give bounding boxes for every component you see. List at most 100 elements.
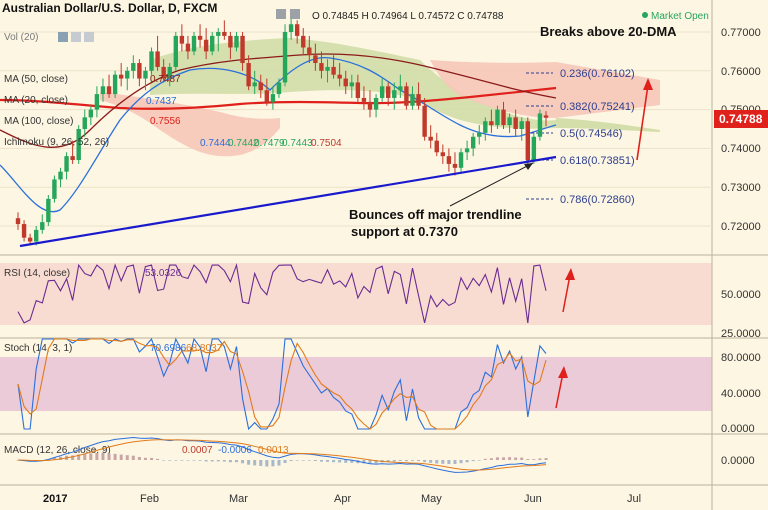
annotation-line-2: support at 0.7370	[351, 224, 458, 239]
candle-body	[143, 70, 148, 79]
candle-body	[495, 109, 500, 126]
macd-histogram-bar	[113, 453, 117, 460]
legend-ma20: MA (20, close)	[4, 95, 68, 106]
candle-body	[234, 35, 239, 48]
candle-body	[82, 117, 87, 129]
macd-histogram-bar	[295, 460, 299, 461]
macd-histogram-bar	[247, 460, 251, 465]
macd-histogram-bar	[241, 460, 245, 464]
macd-histogram-bar	[514, 457, 518, 460]
candle-body	[410, 94, 415, 106]
time-tick: Apr	[334, 493, 351, 505]
candle-body	[27, 237, 33, 242]
macd-histogram-bar	[307, 460, 311, 461]
candle-body	[246, 63, 251, 87]
stoch-tick: 40.0000	[721, 388, 761, 400]
candle-body	[531, 136, 537, 161]
candle-body	[125, 70, 130, 79]
candle-body	[464, 148, 470, 153]
macd-histogram-bar	[544, 458, 548, 460]
macd-histogram-bar	[508, 457, 512, 460]
macd-histogram-bar	[228, 460, 232, 463]
candle-body	[282, 32, 288, 83]
macd-histogram-bar	[332, 460, 336, 463]
candle-body	[373, 97, 379, 110]
candle-body	[137, 63, 142, 79]
legend-ichimoku-value: 0.7443	[282, 138, 313, 149]
macd-histogram-bar	[83, 453, 87, 460]
macd-histogram-bar	[168, 460, 172, 461]
rsi-line	[17, 262, 547, 324]
stoch-band	[0, 357, 712, 411]
current-price-value: 0.74788	[719, 112, 763, 126]
macd-histogram-bar	[210, 460, 214, 462]
legend-ichimoku-value: 0.7444	[200, 138, 231, 149]
macd-histogram-bar	[495, 457, 499, 460]
macd-histogram-bar	[538, 458, 542, 460]
fib-label-0786: 0.786(0.72860)	[560, 194, 635, 206]
legend-ma100-value: 0.7556	[150, 116, 181, 127]
candle-body	[452, 163, 458, 168]
chart-header: Australian Dollar/U.S. Dollar, D, FXCM O…	[2, 1, 709, 39]
ichimoku-cloud-bullish-future	[556, 118, 660, 132]
annotation-pointer	[449, 162, 534, 207]
legend-ichimoku-value: 0.7442	[228, 138, 259, 149]
legend-toggle[interactable]	[84, 32, 94, 42]
time-tick: Jun	[524, 493, 542, 505]
header-button[interactable]	[276, 9, 286, 19]
candle-body	[216, 32, 221, 36]
candle-body	[264, 90, 270, 102]
candle-body	[440, 152, 446, 157]
candle-body	[118, 74, 124, 79]
legend-ichimoku-value: 0.7504	[311, 138, 342, 149]
annotation-line-1: Bounces off major trendline	[349, 207, 522, 222]
price-up-arrow	[636, 84, 649, 161]
candle-body	[100, 86, 106, 95]
candle-body	[179, 35, 185, 44]
macd-histogram-bar	[150, 457, 154, 460]
candle-body	[58, 171, 63, 180]
annotation-pointer-head	[524, 163, 533, 170]
legend-toggle[interactable]	[58, 32, 68, 42]
candle-body	[416, 94, 421, 106]
macd-histogram-bar	[477, 460, 481, 461]
rsi-band	[0, 263, 712, 325]
macd-histogram-bar	[338, 460, 342, 463]
candle-body	[398, 86, 403, 91]
candle-body	[379, 86, 385, 98]
time-tick: Mar	[229, 493, 248, 505]
stoch-k-line	[17, 337, 547, 431]
macd-histogram-bar	[162, 460, 166, 461]
macd-histogram-bar	[483, 458, 487, 460]
macd-histogram-bar	[423, 460, 427, 463]
price-tick: 0.74000	[721, 143, 761, 155]
rsi-value: 53.0326	[145, 268, 182, 279]
candle-body	[294, 24, 300, 36]
indicator-legend: Vol (20) MA (50, close) 0.7487 MA (20, c…	[4, 32, 342, 149]
fib-label-0382: 0.382(0.75241)	[560, 101, 635, 113]
macd-histogram-bar	[374, 460, 378, 464]
header-button[interactable]	[290, 9, 300, 19]
macd-histogram-bar	[222, 460, 226, 462]
macd-histogram-bar	[58, 456, 62, 460]
support-trendline	[19, 155, 557, 248]
candle-body	[313, 55, 318, 64]
candle-body	[343, 78, 348, 87]
legend-toggle[interactable]	[71, 32, 81, 42]
legend-ma50-value: 0.7487	[150, 74, 181, 85]
time-tick: 2017	[43, 493, 67, 505]
candle-body	[337, 74, 342, 79]
stoch-k-value: 70.6986	[150, 343, 187, 354]
time-tick: Feb	[140, 493, 159, 505]
candle-body	[361, 97, 367, 102]
candle-body	[131, 63, 136, 71]
current-price-tag	[714, 110, 768, 128]
macd-histogram-bar	[502, 457, 506, 460]
candle-body	[149, 51, 154, 71]
candle-body	[258, 82, 263, 91]
candle-body	[161, 66, 166, 79]
macd-histogram-bar	[520, 457, 524, 460]
macd-histogram-bar	[277, 460, 281, 466]
macd-histogram-bar	[253, 460, 257, 466]
